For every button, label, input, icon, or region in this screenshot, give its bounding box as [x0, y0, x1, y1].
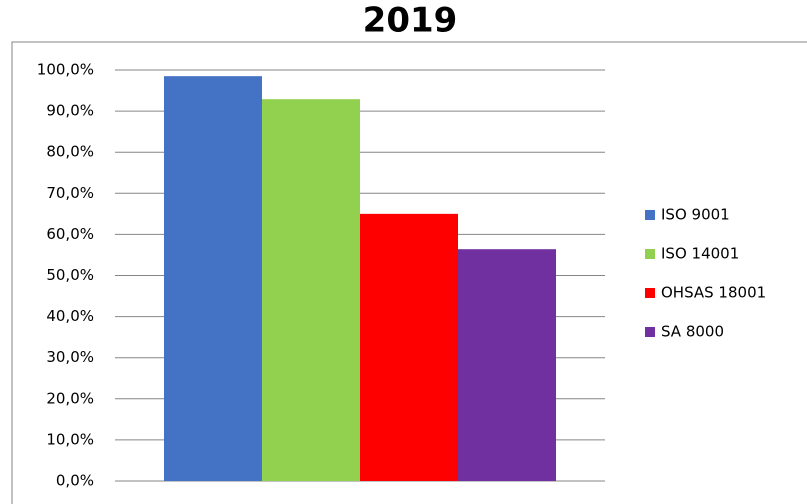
bar	[164, 76, 262, 481]
y-tick-label: 10,0%	[46, 430, 94, 448]
y-tick-label: 60,0%	[46, 225, 94, 243]
y-tick-label: 100,0%	[37, 61, 94, 79]
y-tick-label: 50,0%	[46, 266, 94, 284]
chart-frame	[11, 41, 807, 504]
legend-label: OHSAS 18001	[661, 284, 766, 302]
legend-label: ISO 14001	[661, 245, 739, 263]
y-tick-label: 20,0%	[46, 389, 94, 407]
bar	[360, 213, 458, 481]
y-tick-label: 70,0%	[46, 184, 94, 202]
legend-swatch	[645, 288, 655, 298]
y-tick-label: 90,0%	[46, 102, 94, 120]
legend-swatch	[645, 249, 655, 259]
bar	[262, 99, 360, 481]
chart-title: 2019	[363, 1, 458, 41]
y-tick-label: 80,0%	[46, 143, 94, 161]
legend-label: ISO 9001	[661, 206, 730, 224]
y-tick-label: 0,0%	[56, 472, 94, 490]
legend-swatch	[645, 210, 655, 220]
y-tick-label: 40,0%	[46, 307, 94, 325]
bar	[458, 249, 556, 481]
legend-label: SA 8000	[661, 323, 724, 341]
y-tick-label: 30,0%	[46, 348, 94, 366]
legend-swatch	[645, 327, 655, 337]
